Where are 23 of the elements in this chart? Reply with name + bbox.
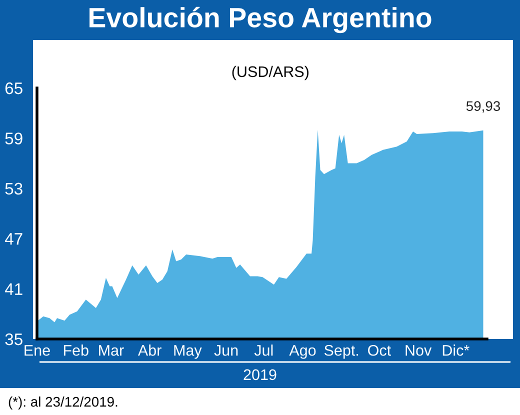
chart-title: Evolución Peso Argentino [90,6,432,34]
x-tick-label: Ago [289,345,316,359]
x-tick-label: Jul [254,344,273,356]
y-tick-label: 41 [4,283,22,295]
x-tick-label: Mar [99,345,124,356]
x-tick-label: Feb [64,344,88,356]
chart-subtitle: (USD/ARS) [232,66,308,80]
x-tick-label: Ene [24,345,50,356]
y-tick-label: 65 [5,82,22,94]
x-tick-label: Jun [214,345,238,356]
x-tick-label: Sept. [324,344,358,359]
x-tick-label: May [174,345,202,359]
x-tick-label: Abr [138,344,162,356]
annotation: 59,93 [466,101,500,113]
text: (*): al 23/12/2019. [8,396,118,410]
x-tick-label: Dic* [442,344,470,356]
x-axis-title: 2019 [244,369,276,380]
y-tick-label: 35 [5,333,22,346]
y-tick-label: 59 [5,132,22,144]
y-tick-label: 53 [5,182,22,195]
x-tick-label: Nov [406,345,432,356]
x-tick-label: Oct [368,344,391,356]
y-tick-label: 47 [4,233,22,245]
